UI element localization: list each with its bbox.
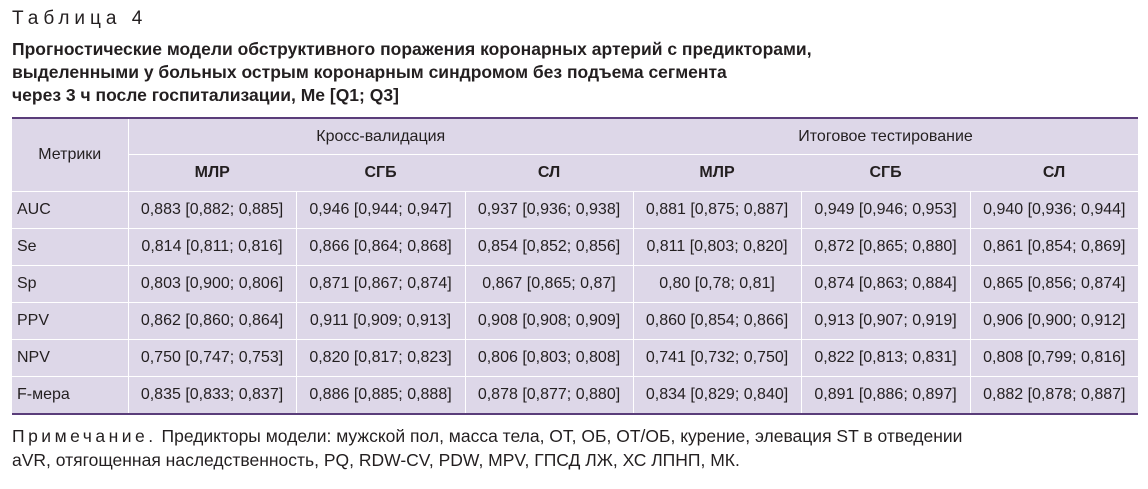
metric-column-header: Метрики xyxy=(12,117,129,192)
column-header: СЛ xyxy=(970,154,1139,192)
metric-name-cell: NPV xyxy=(12,339,129,377)
caption-line: через 3 ч после госпитализации, Me [Q1; … xyxy=(12,85,399,105)
table-row: AUC 0,883 [0,882; 0,885] 0,946 [0,944; 0,9… xyxy=(12,191,1139,229)
value-cell: 0,803 [0,900; 0,806] xyxy=(128,265,297,303)
value-cell: 0,911 [0,909; 0,913] xyxy=(296,302,466,340)
value-cell: 0,814 [0,811; 0,816] xyxy=(128,228,297,266)
value-cell: 0,808 [0,799; 0,816] xyxy=(970,339,1139,377)
value-cell: 0,882 [0,878; 0,887] xyxy=(983,386,1126,403)
metric-name-cell: AUC xyxy=(12,191,129,229)
column-header: МЛР xyxy=(633,154,802,192)
caption-line: выделенными у больных острым коронарным … xyxy=(12,62,727,82)
value-cell: 0,886 [0,885; 0,888] xyxy=(296,376,466,414)
note-text-line1: Предикторы модели: мужской пол, масса те… xyxy=(156,426,963,446)
value-cell: 0,862 [0,860; 0,864] xyxy=(128,302,297,340)
value-cell: 0,883 [0,882; 0,885] xyxy=(128,191,297,229)
group-header-final-testing: Итоговое тестирование xyxy=(633,117,1139,155)
value-cell: 0,867 [0,865; 0,87] xyxy=(465,265,634,303)
value-cell: 0,861 [0,854; 0,869] xyxy=(970,228,1139,266)
value-cell: 0,940 [0,936; 0,944] xyxy=(970,191,1139,229)
table-row: Se 0,814 [0,811; 0,816] 0,866 [0,864; 0,86… xyxy=(12,228,1139,266)
value-cell: 0,906 [0,900; 0,912] xyxy=(970,302,1139,340)
table-row: F-мера 0,835 [0,833; 0,837] 0,886 [0,885; … xyxy=(12,376,1138,414)
table-row: PPV 0,862 [0,860; 0,864] 0,911 [0,909; 0,9… xyxy=(12,302,1139,340)
value-cell: 0,834 [0,829; 0,840] xyxy=(633,376,802,414)
table-row: Sp 0,803 [0,900; 0,806] 0,871 [0,867; 0,87… xyxy=(12,265,1139,303)
note-text-line2: aVR, отягощенная наследственность, PQ, R… xyxy=(12,450,740,470)
metric-name-cell: PPV xyxy=(12,302,129,340)
value-cell: 0,913 [0,907; 0,919] xyxy=(801,302,971,340)
value-cell: 0,946 [0,944; 0,947] xyxy=(296,191,466,229)
column-header: СГБ xyxy=(296,154,465,192)
column-header: СГБ xyxy=(801,154,971,192)
group-header-cross-validation: Кросс-валидация xyxy=(128,117,634,155)
value-cell: 0,881 [0,875; 0,887] xyxy=(633,191,802,229)
table-row: NPV 0,750 [0,747; 0,753] 0,820 [0,817; 0,8… xyxy=(12,339,1139,377)
value-cell: 0,750 [0,747; 0,753] xyxy=(128,339,297,377)
table-caption: Прогностические модели обструктивного по… xyxy=(12,38,1138,107)
value-cell: 0,908 [0,908; 0,909] xyxy=(465,302,634,340)
value-cell: 0,878 [0,877; 0,880] xyxy=(465,376,634,414)
document-page: Таблица 4 Прогностические модели обструк… xyxy=(12,6,1139,472)
value-cell: 0,741 [0,732; 0,750] xyxy=(633,339,802,377)
metric-name-cell: Se xyxy=(12,228,129,266)
value-cell: 0,865 [0,856; 0,874] xyxy=(970,265,1139,303)
note-label: Примечание. xyxy=(12,426,157,446)
metric-name-cell: Sp xyxy=(12,265,129,303)
metrics-table: Метрики Кросс-валидация Итоговое тестиро… xyxy=(12,117,1139,415)
value-cell: 0,811 [0,803; 0,820] xyxy=(633,228,802,266)
value-cell: 0,937 [0,936; 0,938] xyxy=(465,191,634,229)
table-number: Таблица 4 xyxy=(12,8,148,29)
value-cell: 0,806 [0,803; 0,808] xyxy=(465,339,634,377)
caption-line: Прогностические модели обструктивного по… xyxy=(12,39,812,59)
table-note: Примечание. Предикторы модели: мужской п… xyxy=(12,424,1138,472)
value-cell: 0,860 [0,854; 0,866] xyxy=(633,302,802,340)
value-cell: 0,872 [0,865; 0,880] xyxy=(801,228,971,266)
column-header: СЛ xyxy=(465,154,634,192)
value-cell: 0,871 [0,867; 0,874] xyxy=(296,265,466,303)
value-cell: 0,866 [0,864; 0,868] xyxy=(296,228,466,266)
value-cell: 0,80 [0,78; 0,81] xyxy=(633,265,802,303)
value-cell: 0,835 [0,833; 0,837] xyxy=(128,376,297,414)
value-cell: 0,874 [0,863; 0,884] xyxy=(801,265,971,303)
value-cell: 0,854 [0,852; 0,856] xyxy=(465,228,634,266)
value-cell: 0,891 [0,886; 0,897] xyxy=(801,376,971,414)
column-header: МЛР xyxy=(128,154,296,192)
value-cell: 0,822 [0,813; 0,831] xyxy=(801,339,971,377)
metric-name-cell: F-мера xyxy=(12,376,129,414)
value-cell: 0,820 [0,817; 0,823] xyxy=(296,339,466,377)
value-cell: 0,949 [0,946; 0,953] xyxy=(801,191,971,229)
